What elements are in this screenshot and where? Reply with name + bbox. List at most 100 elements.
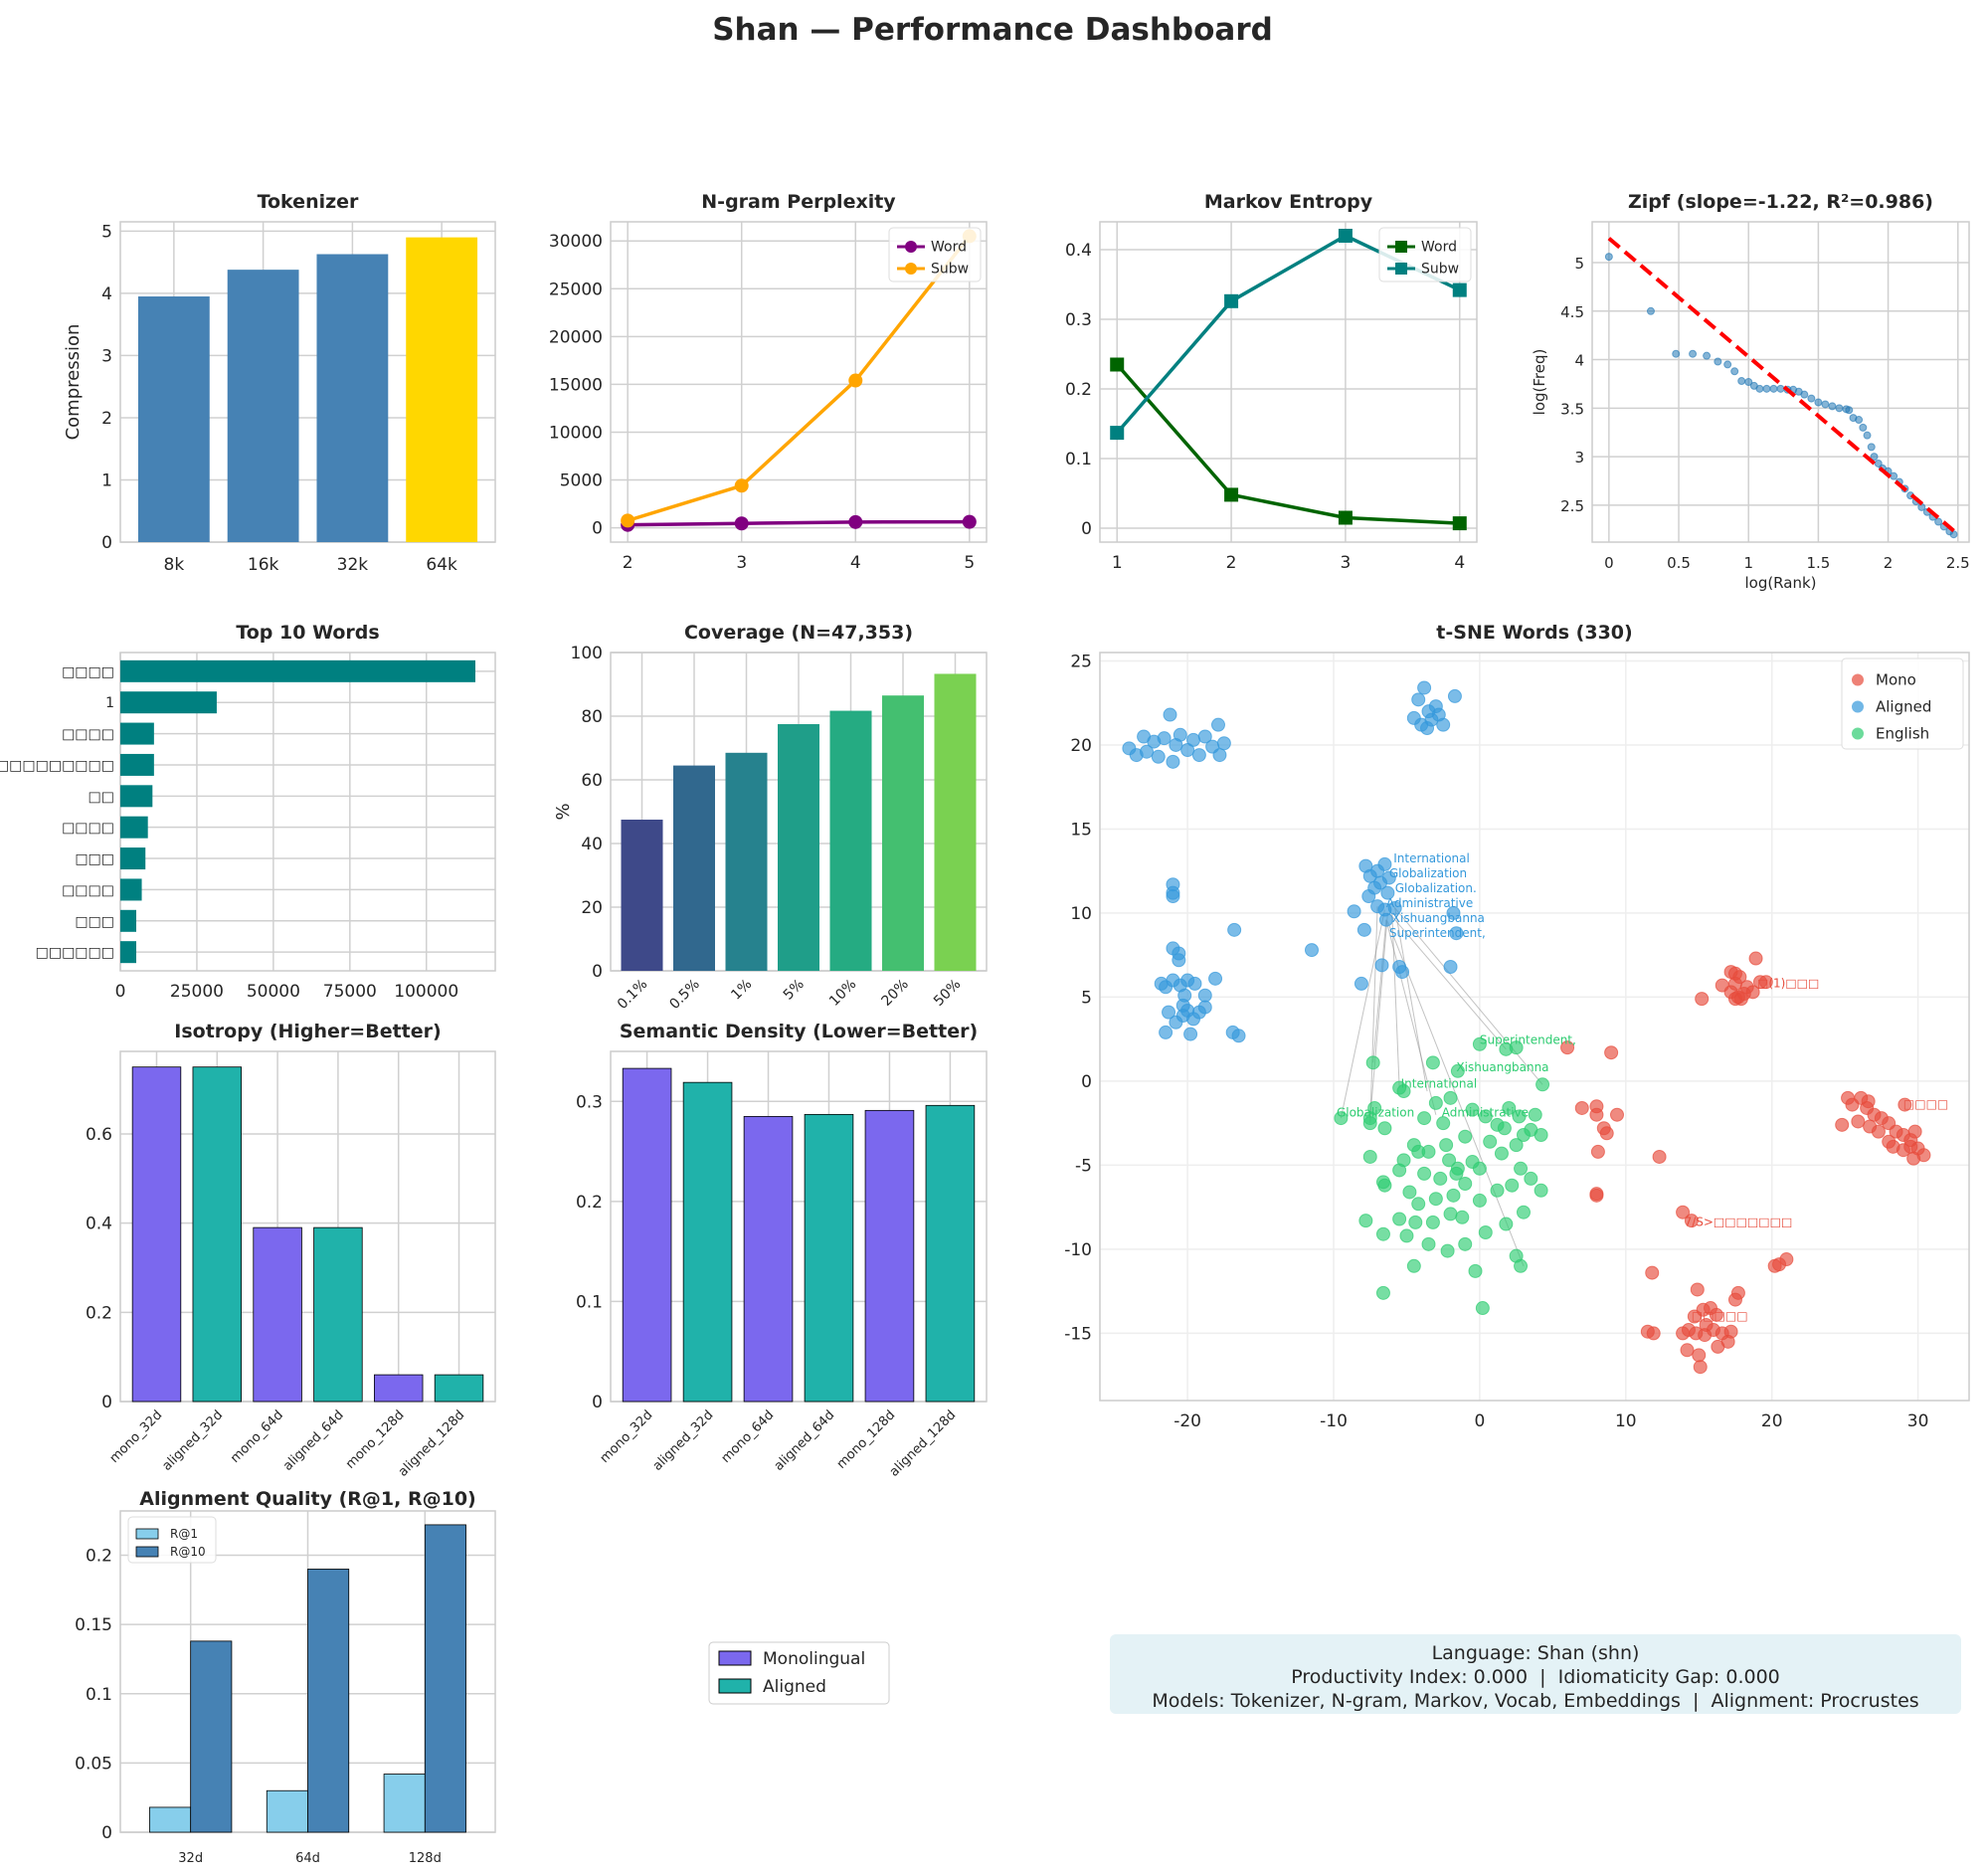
- x-tick-label: 2: [623, 553, 633, 573]
- point-english: [1483, 1134, 1498, 1149]
- alignment-link: [1388, 912, 1507, 1050]
- y-tick-label: 3: [1574, 449, 1584, 467]
- point-english: [1358, 1214, 1373, 1228]
- legend-item: Aligned: [718, 1677, 826, 1697]
- y-tick-label: 100: [571, 644, 603, 663]
- bar: [864, 1109, 915, 1403]
- chart-title: Markov Entropy: [1204, 191, 1373, 213]
- alignment-link: [1391, 904, 1543, 1085]
- data-point: [1835, 404, 1844, 413]
- y-tick-label: 0.1: [1065, 450, 1092, 469]
- point-aligned: [1166, 754, 1180, 769]
- plot-frame: [610, 1050, 988, 1403]
- point-english: [1411, 1197, 1426, 1212]
- data-point: [962, 514, 977, 529]
- x-tick-label: 2: [1884, 554, 1894, 572]
- bar: [120, 878, 142, 901]
- data-point: [1689, 349, 1698, 358]
- y-tick-label: 4.5: [1560, 303, 1584, 321]
- legend-label: Mono: [1876, 671, 1916, 689]
- word-annotation: International: [1401, 1077, 1478, 1091]
- y-tick-label: 0.1: [86, 1685, 112, 1705]
- point-english: [1446, 1188, 1461, 1203]
- bar-r10: [424, 1524, 466, 1833]
- legend-item: Aligned: [1852, 698, 1931, 716]
- alignment-link: [1340, 909, 1385, 1119]
- data-point: [734, 478, 749, 493]
- point-mono: [1680, 1343, 1695, 1358]
- point-aligned: [1177, 988, 1192, 1003]
- y-tick-label: 60: [581, 771, 603, 791]
- point-english: [1528, 1107, 1542, 1122]
- point-english: [1406, 1258, 1421, 1273]
- point-mono: [1645, 1265, 1660, 1280]
- y-tick-label: 0: [101, 1823, 112, 1843]
- point-mono: [1609, 1107, 1624, 1122]
- point-english: [1362, 1149, 1377, 1164]
- point-aligned: [1159, 1025, 1174, 1039]
- data-point: [1890, 471, 1898, 480]
- data-point: [1845, 406, 1854, 415]
- chart-title: Coverage (N=47,353): [684, 622, 913, 644]
- chart-title: Semantic Density (Lower=Better): [620, 1021, 978, 1042]
- y-tick-label: -15: [1064, 1324, 1092, 1344]
- x-tick-label: 8k: [164, 555, 185, 575]
- y-tick-label: 10000: [549, 423, 603, 443]
- point-aligned: [1387, 900, 1402, 915]
- word-annotation: Xishuangbanna: [1456, 1060, 1548, 1074]
- y-axis-label: %: [553, 803, 574, 820]
- plot-frame: [119, 221, 496, 543]
- point-english: [1362, 1116, 1377, 1131]
- data-point: [1338, 510, 1353, 525]
- x-tick-label: mono_128d: [834, 1407, 899, 1472]
- point-aligned: [1374, 958, 1389, 973]
- y-tick-label: □□□□□□□□□: [0, 758, 114, 774]
- point-mono: [1676, 1205, 1691, 1219]
- word-annotation: □(1)□□□: [1757, 976, 1819, 990]
- x-tick-label: 1.5: [1806, 554, 1830, 572]
- point-english: [1428, 1095, 1443, 1110]
- chart-title: Tokenizer: [258, 191, 359, 213]
- data-point: [1110, 357, 1125, 372]
- bar-r10: [190, 1640, 233, 1833]
- bar: [725, 752, 768, 971]
- point-english: [1478, 1225, 1493, 1240]
- legend-item: R@10: [135, 1545, 206, 1559]
- y-tick-label: 0: [101, 1393, 112, 1412]
- y-tick-label: □□□□: [62, 727, 114, 743]
- point-english: [1408, 1215, 1423, 1229]
- x-tick-label: 1: [1112, 553, 1123, 573]
- y-tick-label: 5: [1574, 255, 1584, 273]
- data-point: [1110, 426, 1125, 441]
- legend-item: R@1: [135, 1527, 198, 1541]
- data-point: [1452, 516, 1467, 531]
- point-mono: [1709, 1307, 1723, 1322]
- chart-markov: 0 0.1 0.2 0.3 0.4 1 2 3 4 Markov Entropy Word Subw: [1065, 191, 1478, 573]
- x-tick-label: 20%: [879, 977, 912, 1010]
- data-point: [1949, 530, 1958, 539]
- bar: [313, 1226, 363, 1403]
- data-point: [1814, 398, 1823, 407]
- point-aligned: [1186, 732, 1201, 747]
- word-annotation: Globalization: [1389, 866, 1467, 880]
- point-mono: [1835, 1117, 1850, 1132]
- x-tick-label: 5: [964, 553, 975, 573]
- point-mono: [1646, 1326, 1661, 1341]
- chart-alignment: 0 0.05 0.1 0.15 0.2 Alignment Quality (R@1, R…: [75, 1488, 496, 1866]
- word-annotation: Globalization: [1337, 1105, 1414, 1119]
- y-tick-label: 0.4: [86, 1215, 112, 1234]
- x-tick-label: mono_32d: [598, 1407, 656, 1466]
- bar-r1: [383, 1774, 426, 1833]
- y-tick-label: 0.2: [576, 1193, 603, 1213]
- y-tick-label: 0.1: [576, 1292, 603, 1312]
- legend-label: Word: [931, 240, 967, 256]
- bar: [682, 1081, 733, 1403]
- data-point: [848, 373, 863, 388]
- point-english: [1449, 1166, 1464, 1181]
- point-aligned: [1216, 736, 1231, 751]
- y-tick-label: 0.3: [576, 1092, 603, 1112]
- point-aligned: [1162, 1005, 1176, 1020]
- bar: [621, 820, 663, 971]
- x-tick-label: 75000: [323, 982, 377, 1002]
- bar-r1: [266, 1789, 308, 1833]
